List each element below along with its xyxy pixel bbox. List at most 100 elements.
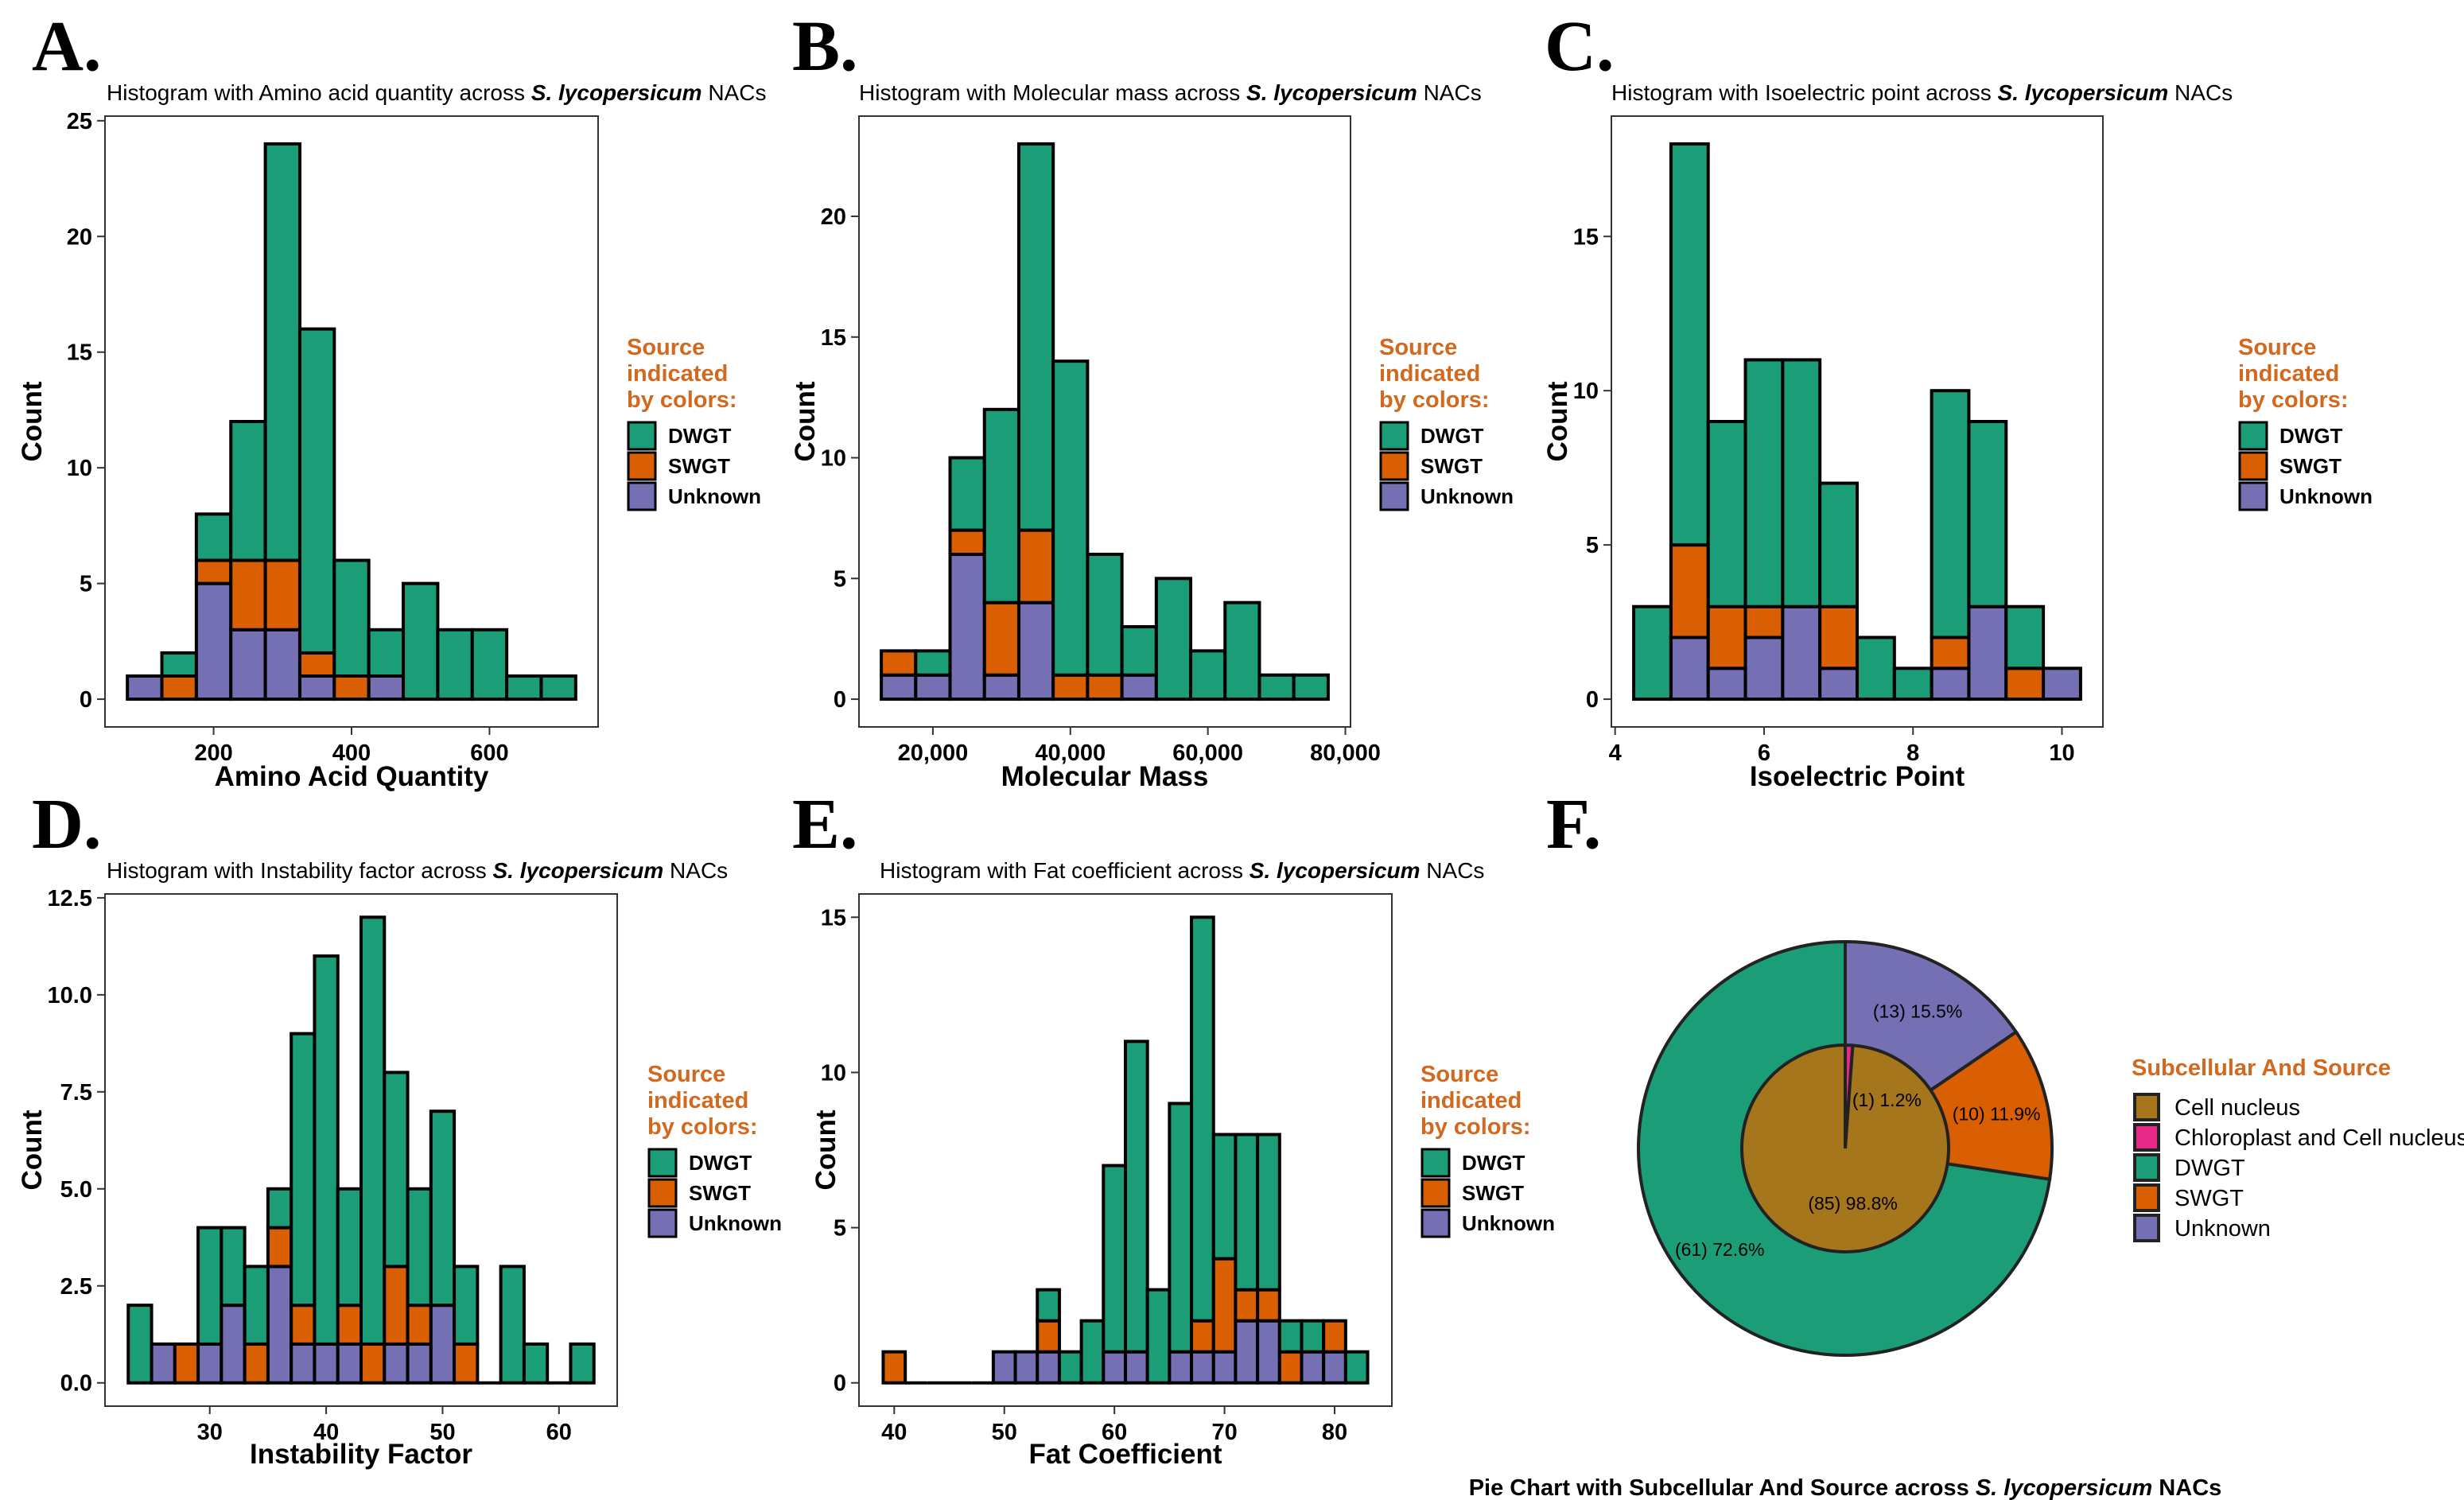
bar-unknown-450 <box>367 674 406 701</box>
legend-label: DWGT <box>1420 424 1484 448</box>
bar-dwgt-58 <box>1079 1319 1106 1385</box>
outer-slice-label: (61) 72.6% <box>1675 1239 1765 1260</box>
y-tick-label: 20 <box>67 224 92 250</box>
x-tick-label: 50 <box>429 1420 455 1445</box>
x-tick-label: 60,000 <box>1172 740 1243 766</box>
x-tick-label: 40 <box>881 1420 907 1445</box>
y-axis-label: Count <box>1542 381 1573 461</box>
bar-swgt-150 <box>160 674 198 701</box>
legend-title: by colors: <box>627 387 737 413</box>
legend-swatch-unknown <box>2238 481 2268 511</box>
outer-slice-label: (13) 15.5% <box>1873 1001 1963 1022</box>
legend-swatch <box>2133 1093 2160 1121</box>
panel-letter: E. <box>792 785 858 864</box>
caption-text: Pie Chart with Subcellular And Source ac… <box>1469 1475 1976 1500</box>
y-tick-label: 0 <box>80 687 92 713</box>
legend-swatch-swgt <box>2238 451 2268 481</box>
x-tick-label: 60 <box>546 1420 572 1445</box>
legend-swatch-dwgt <box>1379 421 1409 451</box>
bar-unknown-200 <box>194 581 233 701</box>
title-species: S. lycopersicum <box>493 858 664 883</box>
x-axis-label: Fat Coefficient <box>1028 1439 1222 1470</box>
bar-dwgt-8.5 <box>1930 389 1971 639</box>
bar-dwgt-450 <box>367 628 406 678</box>
legend-label: Unknown <box>1462 1211 1555 1235</box>
legend-label: Chloroplast and Cell nucleus <box>2174 1125 2464 1151</box>
bar-unknown-350 <box>297 674 336 701</box>
y-tick-label: 25 <box>67 109 92 134</box>
chart-title: Histogram with Isoelectric point across … <box>1611 80 2233 105</box>
bar-swgt-40000 <box>1051 673 1090 701</box>
bar-swgt-36 <box>266 1226 293 1269</box>
bar-swgt-42 <box>336 1304 363 1346</box>
bar-dwgt-5.5 <box>1706 420 1747 608</box>
bar-unknown-5 <box>1669 635 1710 701</box>
legend-title: indicated <box>2238 361 2339 387</box>
inner-slice-cell-nucleus <box>1740 1043 1950 1253</box>
bar-dwgt-40 <box>313 954 340 1346</box>
bar-unknown-8.5 <box>1930 666 1971 701</box>
bar-dwgt-7 <box>1818 481 1860 608</box>
bar-unknown-50 <box>991 1350 1017 1385</box>
bar-swgt-250 <box>229 558 267 631</box>
bar-unknown-66 <box>1168 1350 1194 1385</box>
x-axis-label: Amino Acid Quantity <box>215 761 489 792</box>
x-tick-label: 400 <box>332 740 371 766</box>
histogram-panel-b: B.Histogram with Molecular mass across S… <box>790 7 1514 792</box>
bar-dwgt-34 <box>243 1265 270 1346</box>
y-tick-label: 7.5 <box>60 1080 92 1106</box>
bar-swgt-350 <box>297 651 336 678</box>
legend-label: DWGT <box>689 1151 752 1175</box>
legend-label: Cell nucleus <box>2174 1095 2300 1121</box>
chart-title: Histogram with Molecular mass across S. … <box>859 80 1482 105</box>
title-suffix: NACs <box>702 80 767 105</box>
bar-unknown-7 <box>1818 666 1860 701</box>
legend-title: Source <box>2238 335 2316 360</box>
title-suffix: NACs <box>663 858 728 883</box>
bar-dwgt-500 <box>402 581 440 701</box>
x-tick-label: 10 <box>2049 740 2074 766</box>
bar-dwgt-70000 <box>1257 673 1296 701</box>
bar-unknown-60 <box>1102 1350 1128 1385</box>
legend-swatch-unknown <box>1379 481 1409 511</box>
bar-dwgt-72 <box>1234 1133 1260 1292</box>
bar-swgt-35000 <box>1016 528 1055 604</box>
bar-unknown-80 <box>1322 1350 1347 1385</box>
bar-dwgt-62 <box>1124 1040 1149 1354</box>
panel-letter: A. <box>32 7 102 86</box>
subcellular-legend: Subcellular And Source Cell nucleus Chloro… <box>2132 1055 2464 1242</box>
bar-unknown-74 <box>1256 1319 1281 1385</box>
x-tick-label: 80,000 <box>1310 740 1381 766</box>
y-tick-label: 10.0 <box>48 983 92 1008</box>
legend-title: Subcellular And Source <box>2132 1055 2391 1081</box>
bar-unknown-30 <box>196 1342 223 1385</box>
bar-swgt-54 <box>1036 1319 1061 1354</box>
bar-dwgt-70 <box>1211 1133 1238 1261</box>
legend-label: SWGT <box>2279 454 2342 478</box>
bar-unknown-48 <box>406 1342 433 1385</box>
bar-dwgt-7.5 <box>1856 635 1896 701</box>
bar-unknown-32 <box>220 1304 247 1385</box>
bar-swgt-45000 <box>1086 673 1124 701</box>
legend-title: by colors: <box>647 1114 758 1140</box>
outer-slice-label: (10) 11.9% <box>1953 1104 2041 1125</box>
legend-label: SWGT <box>689 1181 751 1205</box>
bar-swgt-400 <box>332 674 371 701</box>
bar-swgt-38 <box>290 1304 317 1346</box>
legend-title: indicated <box>1420 1088 1522 1113</box>
title-text: Histogram with Amino acid quantity acros… <box>107 80 531 105</box>
bar-unknown-30000 <box>982 673 1020 701</box>
bar-swgt-70 <box>1211 1257 1238 1354</box>
legend-label: Unknown <box>2174 1216 2271 1242</box>
y-axis-label: Count <box>17 1109 48 1190</box>
legend-swatch-swgt <box>627 451 657 481</box>
legend-swatch-unknown <box>1420 1208 1451 1238</box>
bar-dwgt-24 <box>126 1304 154 1385</box>
legend-label: DWGT <box>2174 1156 2245 1181</box>
bar-dwgt-250 <box>229 420 267 562</box>
y-tick-label: 5 <box>834 1216 846 1242</box>
bar-swgt-8.5 <box>1930 635 1971 670</box>
legend-title: Source <box>647 1062 725 1087</box>
